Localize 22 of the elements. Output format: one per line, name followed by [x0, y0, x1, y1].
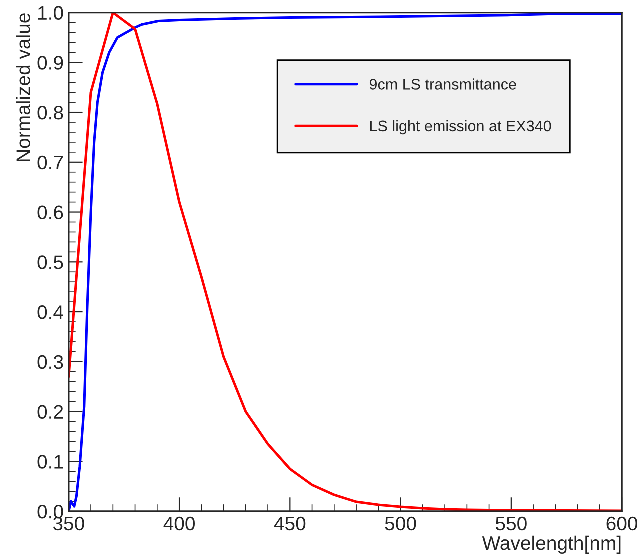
- y-tick-label: 1.0: [38, 6, 64, 20]
- y-tick-label: 0.4: [38, 305, 64, 320]
- x-tick-label: 450: [274, 516, 306, 531]
- line-series: [68, 12, 622, 512]
- legend-label: LS light emission at EX340: [370, 120, 552, 135]
- y-tick-label: 0.8: [38, 106, 64, 120]
- legend-label: 9cm LS transmittance: [370, 78, 516, 90]
- y-axis-title: Normalized value: [16, 14, 30, 162]
- y-tick-label: 0.7: [38, 156, 64, 170]
- x-tick-label: 550: [496, 516, 527, 531]
- y-tick-label: 0.9: [38, 56, 64, 70]
- x-tick-label: 500: [385, 516, 416, 531]
- y-tick-label: 0.2: [38, 405, 64, 420]
- y-tick-label: 0.6: [38, 206, 64, 220]
- x-axis-title: Wavelength[nm]: [482, 536, 621, 554]
- y-tick-label: 0.3: [38, 355, 64, 370]
- x-tick-label: 400: [164, 516, 195, 531]
- x-tick-label: 600: [606, 516, 638, 531]
- x-tick-label: 350: [53, 516, 84, 531]
- y-tick-label: 0.1: [38, 455, 64, 469]
- y-tick-label: 0.5: [38, 256, 64, 270]
- y-tick-label: 0.0: [38, 504, 64, 519]
